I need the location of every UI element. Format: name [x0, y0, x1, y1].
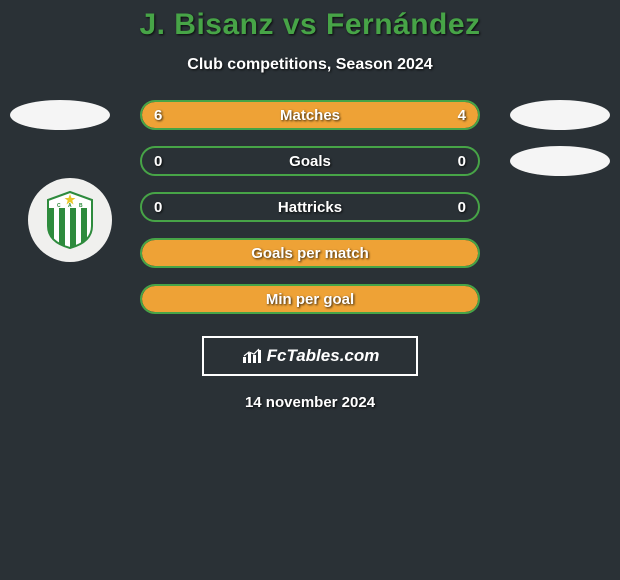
bar-chart-icon — [241, 347, 263, 365]
stat-label: Min per goal — [266, 291, 354, 308]
stat-label: Goals — [289, 153, 331, 170]
svg-text:A: A — [68, 203, 72, 209]
player-left-oval — [10, 100, 110, 130]
stat-value-left: 0 — [154, 199, 162, 216]
stat-row-goals: 0 Goals 0 — [0, 146, 620, 176]
brand-box: FcTables.com — [202, 336, 418, 376]
stat-label: Hattricks — [278, 199, 342, 216]
stat-bar: 0 Hattricks 0 — [140, 192, 480, 222]
svg-text:B: B — [79, 203, 83, 209]
stat-row-min-per-goal: Min per goal — [0, 284, 620, 314]
player-right-oval — [510, 100, 610, 130]
team-badge: C A B — [28, 178, 112, 262]
stat-value-left: 0 — [154, 153, 162, 170]
stat-value-right: 0 — [458, 153, 466, 170]
subtitle: Club competitions, Season 2024 — [187, 56, 432, 74]
shield-icon: C A B — [44, 190, 96, 250]
stat-bar: 0 Goals 0 — [140, 146, 480, 176]
stat-label: Goals per match — [251, 245, 369, 262]
brand-text: FcTables.com — [267, 346, 380, 366]
stat-bar: Min per goal — [140, 284, 480, 314]
stat-value-left: 6 — [154, 107, 162, 124]
title: J. Bisanz vs Fernández — [139, 8, 480, 42]
stat-bar: Goals per match — [140, 238, 480, 268]
footer-date: 14 november 2024 — [245, 394, 375, 411]
player-right-oval — [510, 146, 610, 176]
stat-value-right: 0 — [458, 199, 466, 216]
stat-row-matches: 6 Matches 4 — [0, 100, 620, 130]
stat-bar: 6 Matches 4 — [140, 100, 480, 130]
stat-value-right: 4 — [458, 107, 466, 124]
svg-text:C: C — [57, 203, 61, 209]
stat-label: Matches — [280, 107, 340, 124]
